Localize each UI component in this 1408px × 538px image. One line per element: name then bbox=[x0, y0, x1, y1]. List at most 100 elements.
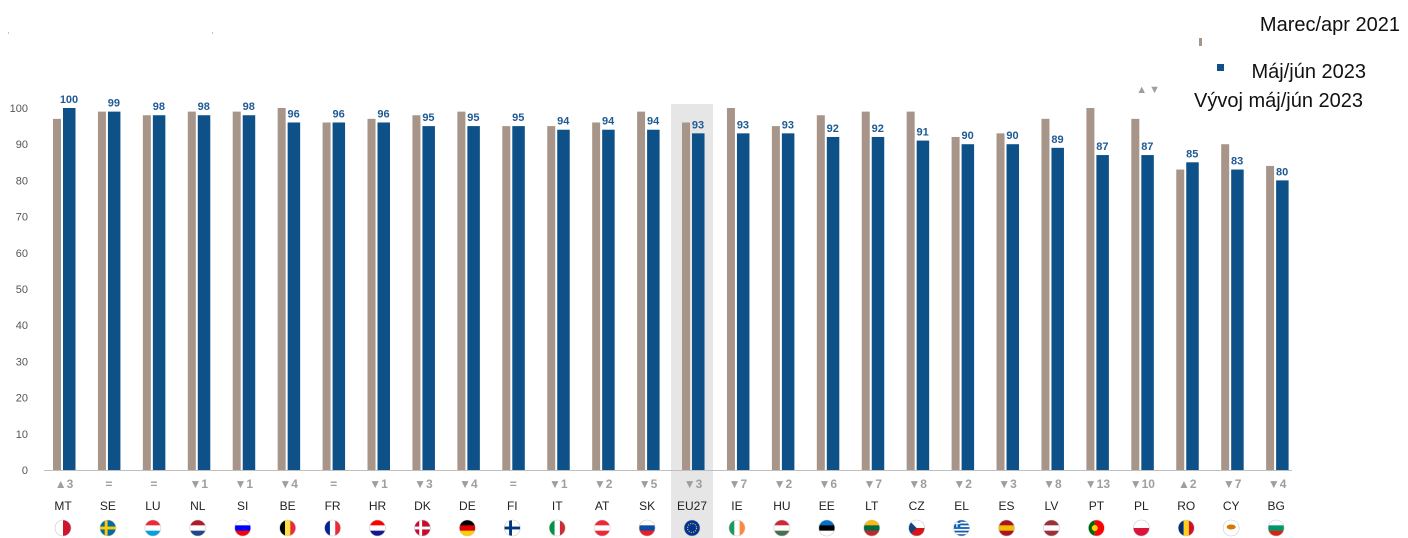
change-label: ▼8 bbox=[908, 477, 927, 491]
dk-flag-icon bbox=[414, 519, 431, 537]
flag-stripe bbox=[144, 525, 161, 531]
y-tick-label: 20 bbox=[16, 393, 28, 405]
si-flag-icon bbox=[234, 519, 252, 537]
it-flag-icon bbox=[548, 519, 566, 537]
value-label: 87 bbox=[1096, 141, 1108, 153]
country-label: EL bbox=[954, 499, 969, 513]
ro-flag-icon bbox=[1177, 519, 1195, 537]
value-label: 83 bbox=[1231, 156, 1243, 168]
flag-outline bbox=[1177, 519, 1195, 537]
y-tick-label: 40 bbox=[16, 320, 28, 332]
country-label: CY bbox=[1223, 499, 1240, 513]
bar-2023 bbox=[152, 115, 166, 471]
flag-stripe bbox=[1268, 530, 1285, 536]
change-label: = bbox=[330, 477, 337, 491]
flag-stripe bbox=[189, 530, 206, 536]
flag-body bbox=[504, 520, 521, 536]
flag-body bbox=[773, 520, 790, 536]
bg-flag-icon bbox=[1267, 519, 1285, 537]
y-tick-label: 90 bbox=[16, 139, 28, 151]
flag-stripe bbox=[953, 523, 970, 526]
change-label: ▼1 bbox=[369, 477, 388, 491]
flag-stripe bbox=[594, 525, 611, 531]
bar-2023 bbox=[692, 133, 705, 470]
flag-outline bbox=[728, 519, 746, 537]
fr-flag-icon bbox=[324, 519, 341, 537]
change-label: ▼1 bbox=[190, 477, 209, 491]
flag-outline bbox=[369, 519, 386, 537]
bar-2021 bbox=[277, 108, 286, 470]
flag-outline bbox=[459, 519, 476, 537]
value-label: 93 bbox=[737, 119, 749, 131]
change-label: ▼4 bbox=[459, 477, 478, 491]
bar-2021 bbox=[1041, 118, 1050, 471]
value-label: 93 bbox=[692, 119, 704, 131]
flag-stripe bbox=[559, 520, 566, 536]
flag-stripe bbox=[594, 530, 611, 536]
change-label: ▼4 bbox=[1268, 477, 1287, 491]
bar-2023 bbox=[63, 108, 76, 470]
value-label: 92 bbox=[872, 123, 884, 135]
lv-flag-icon bbox=[1043, 519, 1060, 537]
flag-body bbox=[953, 520, 970, 536]
flag-body bbox=[639, 520, 656, 536]
bar-2021 bbox=[1221, 144, 1230, 470]
bar-2021 bbox=[547, 126, 556, 470]
flag-outline bbox=[1133, 519, 1150, 537]
flag-stripe bbox=[549, 520, 555, 536]
bar-2023 bbox=[961, 144, 975, 470]
flag-stripe bbox=[290, 520, 296, 536]
bar-2023 bbox=[197, 115, 211, 471]
flag-stripe bbox=[1268, 525, 1285, 531]
flag-body bbox=[99, 520, 116, 536]
at-flag-icon bbox=[593, 519, 611, 537]
flag-stripe bbox=[1094, 520, 1105, 536]
flag-outline bbox=[548, 519, 566, 537]
bar-2023 bbox=[287, 122, 301, 470]
flag-outline bbox=[414, 519, 431, 537]
flag-body bbox=[863, 520, 880, 536]
hr-flag-icon bbox=[369, 519, 386, 537]
flag-body bbox=[1223, 520, 1240, 536]
country-label: IE bbox=[731, 499, 742, 513]
change-label: ▼3 bbox=[414, 477, 433, 491]
be-flag-icon bbox=[279, 519, 296, 537]
flag-stripe bbox=[144, 520, 161, 526]
change-label: ▼7 bbox=[863, 477, 882, 491]
eu-flag-icon bbox=[683, 519, 701, 537]
flag-stripe bbox=[734, 520, 740, 536]
change-label: ▼3 bbox=[684, 477, 703, 491]
value-label: 95 bbox=[422, 112, 434, 124]
change-label: ▼13 bbox=[1085, 477, 1111, 491]
bar-2021 bbox=[726, 108, 735, 470]
flag-stripe bbox=[728, 520, 735, 536]
value-label: 96 bbox=[288, 108, 300, 120]
nl-flag-icon bbox=[189, 519, 207, 537]
country-label: LT bbox=[865, 499, 879, 513]
flag-stripe bbox=[953, 532, 970, 535]
cz-flag-icon bbox=[908, 519, 925, 537]
flag-body bbox=[684, 520, 701, 536]
value-label: 87 bbox=[1141, 141, 1153, 153]
flag-cross-h bbox=[953, 522, 961, 525]
change-label: = bbox=[105, 477, 112, 491]
legend-label-2021: Marec/apr 2021 bbox=[1259, 14, 1400, 36]
change-arrows-icon: ▲▼ bbox=[1136, 84, 1162, 96]
country-label: EU27 bbox=[677, 499, 707, 513]
flag-outline bbox=[99, 519, 117, 537]
flag-stripe bbox=[953, 525, 970, 528]
country-label: SE bbox=[100, 499, 116, 513]
flag-stripe bbox=[1133, 520, 1150, 529]
flag-outline bbox=[1222, 519, 1240, 537]
country-label: SI bbox=[237, 499, 248, 513]
bar-2023 bbox=[1141, 155, 1154, 470]
flag-stripe bbox=[998, 530, 1015, 536]
flag-stripe bbox=[369, 525, 386, 531]
change-label: ▼2 bbox=[594, 477, 613, 491]
bar-2023 bbox=[1276, 180, 1289, 470]
country-label: EE bbox=[819, 499, 835, 513]
flag-body bbox=[279, 520, 296, 536]
pl-flag-icon bbox=[1133, 519, 1150, 537]
flag-body bbox=[998, 520, 1015, 536]
flag-stripe bbox=[55, 520, 64, 536]
